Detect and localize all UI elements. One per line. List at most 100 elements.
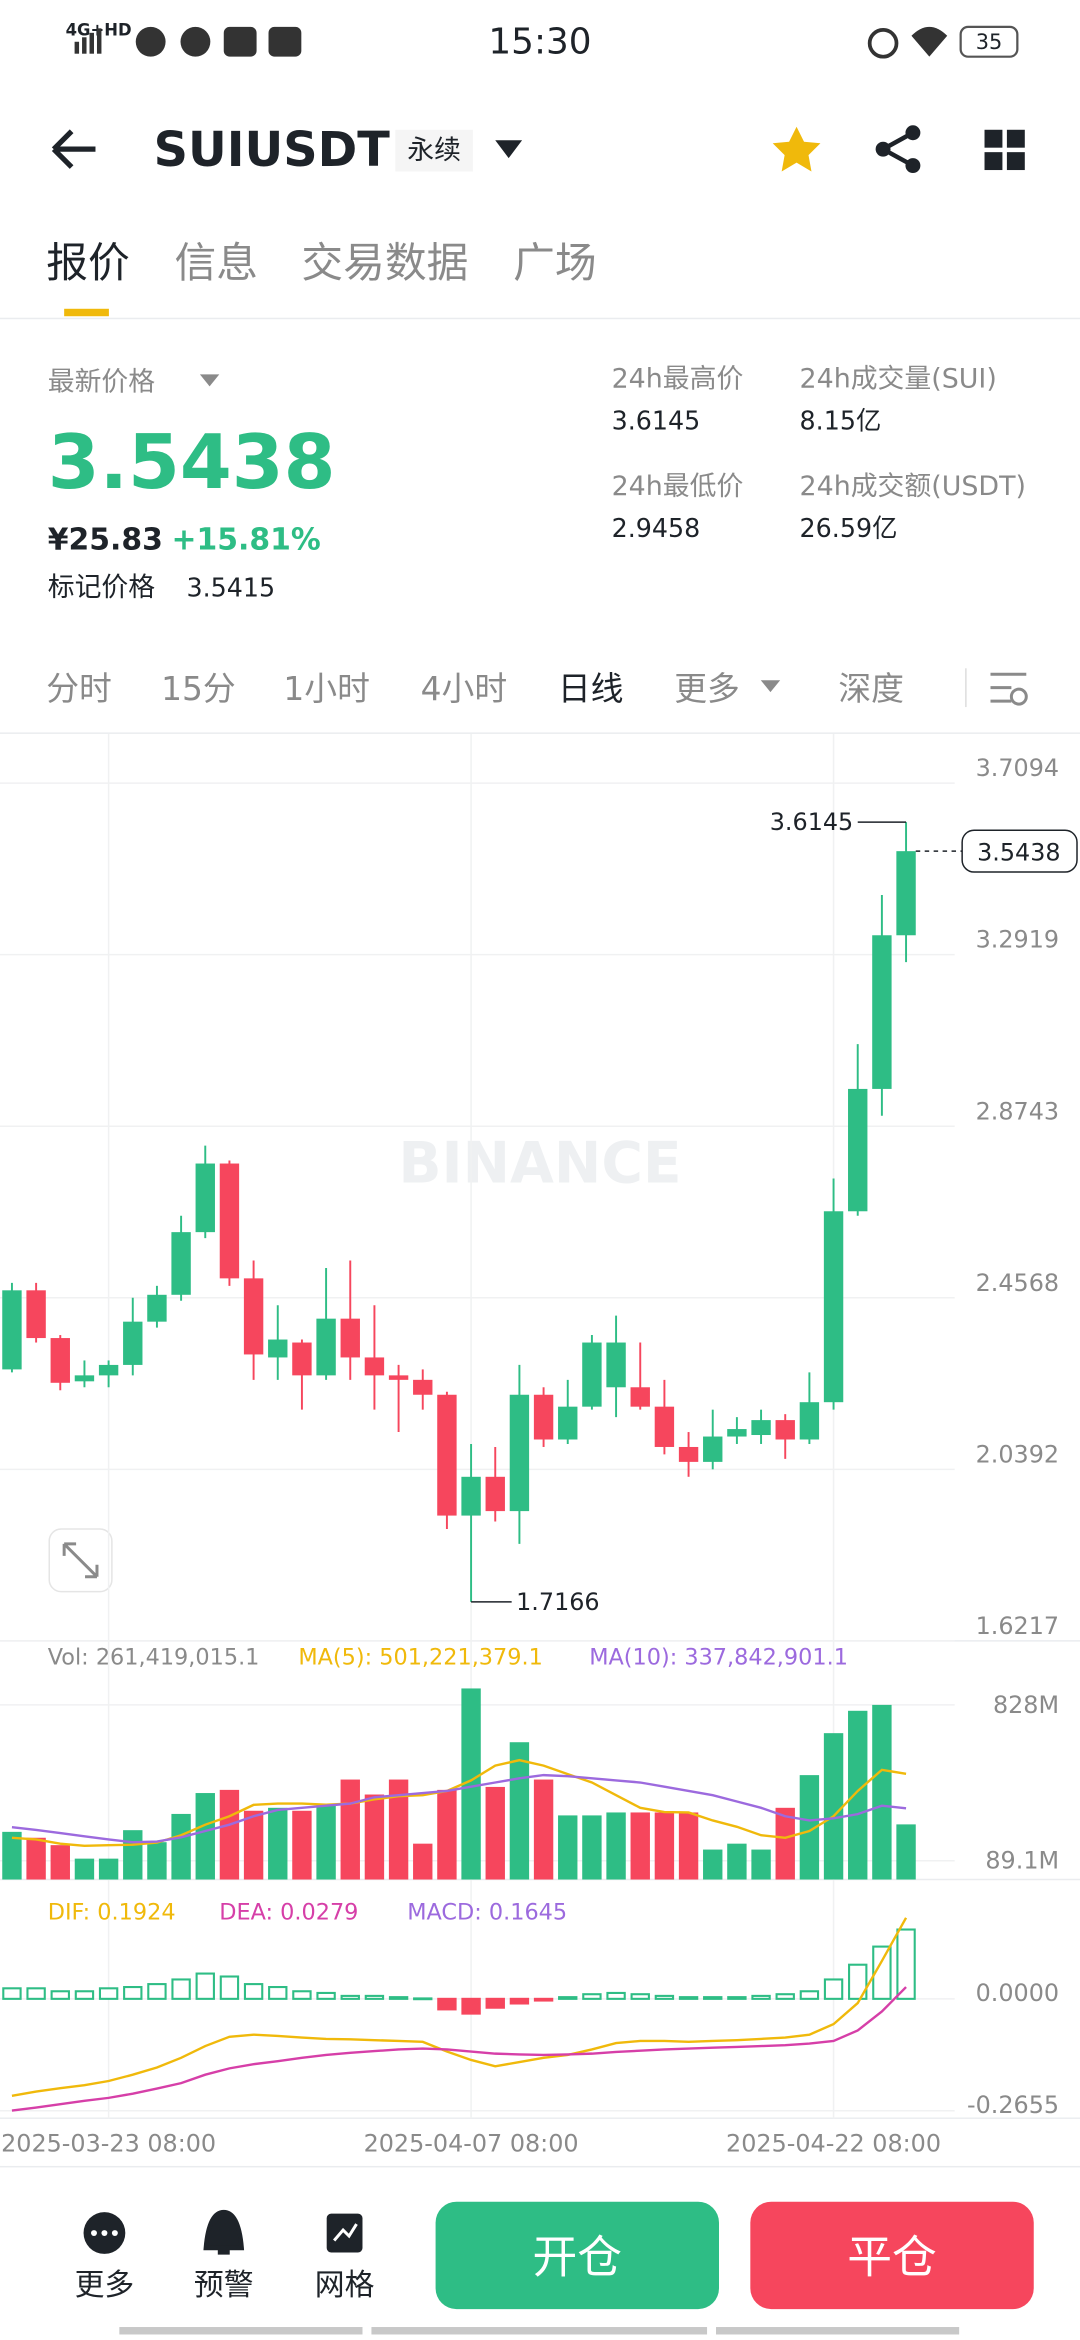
candle-body bbox=[219, 1163, 240, 1279]
volume-bar bbox=[727, 1843, 747, 1880]
volume-bar bbox=[896, 1824, 916, 1880]
volume-bar bbox=[292, 1810, 312, 1880]
macd-bar bbox=[26, 1987, 46, 2000]
volume-bar bbox=[823, 1733, 844, 1880]
stat-label: 24h成交额(USDT) bbox=[800, 471, 1026, 502]
volume-bar bbox=[74, 1858, 95, 1880]
close-button[interactable] bbox=[750, 2201, 1034, 2310]
action-label[interactable]: 更多 bbox=[75, 2268, 135, 2303]
stat-value: 3.6145 bbox=[612, 406, 701, 436]
price-type-dropdown[interactable] bbox=[199, 374, 220, 387]
interval[interactable]: 更多 bbox=[674, 670, 740, 708]
high-label: 3.6145 bbox=[770, 808, 854, 836]
clock: 15:30 bbox=[488, 21, 591, 62]
macd-bar bbox=[848, 1963, 868, 2000]
macd-bar bbox=[171, 1978, 191, 2000]
volume-legend: MA(5): 501,221,379.1 bbox=[298, 1644, 542, 1670]
interval[interactable]: 分时 bbox=[46, 670, 112, 708]
interval[interactable]: 15分 bbox=[161, 670, 236, 708]
tab[interactable]: 广场 bbox=[513, 238, 597, 287]
macd-bar bbox=[268, 1986, 288, 2000]
macd-bar bbox=[243, 1983, 264, 2000]
volume-bar bbox=[316, 1804, 336, 1880]
tab[interactable]: 报价 bbox=[46, 238, 130, 287]
mark-price: 3.5415 bbox=[186, 573, 275, 603]
y-tick-label: 2.8743 bbox=[976, 1097, 1060, 1125]
expand-button[interactable] bbox=[48, 1528, 113, 1593]
chart-settings[interactable] bbox=[990, 672, 1028, 706]
macd-bar bbox=[485, 1997, 505, 2009]
interval[interactable]: 4小时 bbox=[421, 670, 507, 708]
separator bbox=[965, 668, 967, 708]
candle-body bbox=[461, 1476, 481, 1516]
symbol-dropdown[interactable] bbox=[495, 140, 523, 159]
more-dropdown[interactable] bbox=[760, 680, 781, 693]
candle-body bbox=[606, 1342, 626, 1388]
x-tick-label: 2025-04-22 08:00 bbox=[726, 2130, 941, 2158]
macd-bar bbox=[630, 1993, 650, 2000]
volume-bar bbox=[872, 1704, 892, 1880]
tab[interactable]: 信息 bbox=[175, 238, 259, 287]
macd-bar bbox=[558, 1996, 578, 2000]
candle-body bbox=[558, 1406, 578, 1440]
stat-label: 24h成交量(SUI) bbox=[800, 363, 997, 394]
volume-bar bbox=[219, 1789, 240, 1880]
dea-line bbox=[11, 1986, 907, 2112]
stat-label: 24h最低价 bbox=[612, 471, 744, 502]
last-price: 3.5438 bbox=[48, 419, 336, 506]
share-button[interactable] bbox=[875, 125, 921, 174]
interval[interactable]: 深度 bbox=[838, 670, 904, 708]
interval[interactable]: 1小时 bbox=[283, 670, 369, 708]
y-tick-label: 89.1M bbox=[985, 1847, 1059, 1875]
macd-bar bbox=[98, 1987, 119, 2000]
favorite-star[interactable] bbox=[772, 126, 821, 172]
volume-bar bbox=[606, 1812, 626, 1880]
open-button[interactable] bbox=[435, 2201, 720, 2310]
candle-body bbox=[509, 1394, 530, 1512]
volume-bar bbox=[243, 1810, 264, 1880]
y-tick-label: 828M bbox=[993, 1691, 1059, 1719]
candle-body bbox=[485, 1476, 505, 1512]
back-button[interactable] bbox=[51, 129, 96, 169]
interval[interactable]: 日线 bbox=[558, 670, 624, 708]
volume-bar bbox=[485, 1786, 505, 1880]
alert-icon[interactable] bbox=[203, 2209, 245, 2255]
macd-bar bbox=[219, 1975, 240, 2000]
volume-bar bbox=[340, 1779, 360, 1880]
wifi-icon bbox=[911, 26, 948, 57]
divider bbox=[0, 317, 1080, 320]
y-tick-label: -0.2655 bbox=[967, 2091, 1059, 2119]
volume-bar bbox=[799, 1775, 820, 1880]
action-label[interactable]: 预警 bbox=[194, 2268, 254, 2303]
volume-bar bbox=[582, 1815, 602, 1880]
macd-bar bbox=[2, 1987, 22, 2000]
macd-legend: DIF: 0.1924 bbox=[48, 1899, 176, 1925]
x-tick-label: 2025-04-07 08:00 bbox=[364, 2130, 579, 2158]
volume-bar bbox=[50, 1845, 70, 1880]
candle-body bbox=[243, 1278, 264, 1355]
macd-bar bbox=[509, 1997, 530, 2005]
action-label[interactable]: 网格 bbox=[315, 2268, 375, 2303]
macd-bar bbox=[195, 1972, 215, 2000]
more-action[interactable] bbox=[83, 2212, 126, 2254]
y-tick-label: 3.2919 bbox=[976, 926, 1060, 954]
volume-bar bbox=[654, 1812, 675, 1880]
stat-value: 2.9458 bbox=[612, 513, 701, 543]
last-price-label: 最新价格 bbox=[48, 366, 156, 397]
volume-bar bbox=[630, 1812, 650, 1880]
layout-button[interactable] bbox=[984, 129, 1025, 171]
macd-bar bbox=[654, 1994, 675, 2000]
volume-bar bbox=[268, 1807, 288, 1880]
candle-body bbox=[848, 1088, 868, 1212]
candle-body bbox=[678, 1446, 699, 1462]
grid-icon[interactable] bbox=[326, 2213, 363, 2253]
open-button-label[interactable]: 开仓 bbox=[533, 2230, 623, 2283]
stat-value: 8.15亿 bbox=[800, 406, 882, 436]
tab[interactable]: 交易数据 bbox=[301, 238, 468, 287]
current-price: 3.5438 bbox=[977, 839, 1061, 867]
candle-body bbox=[437, 1394, 457, 1516]
battery bbox=[959, 25, 1019, 58]
candle-body bbox=[533, 1394, 554, 1440]
close-button-label[interactable]: 平仓 bbox=[847, 2230, 937, 2283]
